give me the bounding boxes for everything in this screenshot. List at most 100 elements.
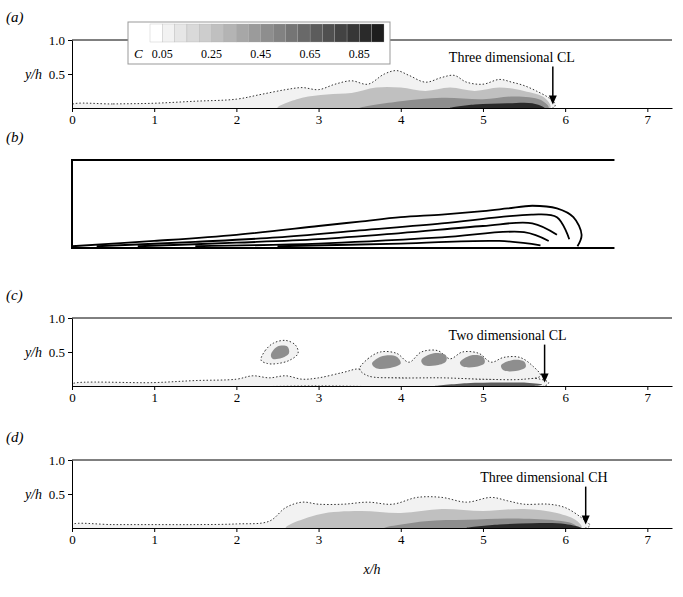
panel: (d) 0 1 2 3 4 5 6 7 0.5 1.0 y/h x/h Three dimensional… (6, 429, 673, 577)
panel-label: (b) (6, 129, 24, 146)
colorbar-cell (335, 24, 347, 42)
colorbar-cell (224, 24, 236, 42)
x-tick-label: 1 (151, 390, 158, 405)
frame-top (72, 318, 672, 319)
x-tick-label: 5 (480, 532, 487, 547)
x-tick-label: 7 (645, 112, 652, 127)
x-tick: 6 (562, 528, 569, 547)
x-tick-label: 3 (316, 112, 323, 127)
colorbar-tick-label: 0.25 (201, 47, 222, 61)
x-tick-label: 3 (316, 532, 323, 547)
x-tick: 1 (151, 386, 158, 405)
colorbar-tick-label: 0.05 (152, 47, 173, 61)
annotation-arrow (585, 487, 587, 518)
annotation-arrow (544, 345, 546, 376)
plot-area (72, 71, 555, 108)
x-tick: 2 (234, 386, 241, 405)
frame (72, 160, 614, 248)
y-tick-mark (68, 352, 72, 353)
y-tick-mark (68, 74, 72, 75)
x-tick: 4 (398, 108, 405, 127)
y-tick-label: 0.5 (49, 487, 65, 502)
plot-area (72, 340, 549, 386)
colorbar-cell (347, 24, 359, 42)
concentration-contour (261, 340, 298, 364)
colorbar-tick-label: 0.85 (349, 47, 370, 61)
concentration-contour (372, 355, 401, 369)
y-tick-label: 1.0 (49, 33, 65, 48)
concentration-contour (421, 353, 447, 366)
x-tick-label: 1 (151, 532, 158, 547)
x-tick: 0 (69, 108, 76, 127)
x-tick-label: 3 (316, 390, 323, 405)
colorbar-cell (372, 24, 384, 42)
colorbar-cell (285, 24, 297, 42)
x-tick-label: 5 (480, 112, 487, 127)
x-tick: 7 (645, 108, 652, 127)
concentration-contour (271, 346, 289, 360)
x-tick: 4 (398, 528, 405, 547)
x-tick-label: 0 (69, 112, 76, 127)
annotation-arrowhead (582, 516, 590, 525)
concentration-contour (72, 71, 555, 108)
colorbar-cell (261, 24, 273, 42)
x-tick-label: 6 (562, 112, 569, 127)
y-tick: 1.0 (49, 33, 72, 48)
panel-label: (c) (6, 287, 23, 304)
annotation-arrow (552, 67, 554, 98)
concentration-contour (360, 350, 541, 380)
y-tick: 1.0 (49, 311, 72, 326)
x-tick: 0 (69, 528, 76, 547)
y-axis: 0.5 1.0 (49, 453, 73, 529)
concentration-contour (501, 360, 526, 372)
panel-label: (d) (6, 429, 24, 446)
y-tick-mark (68, 40, 72, 41)
annotation: Three dimensional CL (449, 50, 575, 65)
plot-area (72, 497, 590, 528)
y-axis-title: y/h (23, 345, 42, 360)
annotation-arrowhead (541, 374, 549, 383)
x-tick: 7 (645, 528, 652, 547)
x-tick-label: 6 (562, 532, 569, 547)
contour-line (138, 223, 557, 247)
x-tick-label: 6 (562, 390, 569, 405)
y-tick-label: 1.0 (49, 311, 65, 326)
concentration-contour (277, 87, 550, 108)
x-tick-label: 0 (69, 390, 76, 405)
x-axis-title: x/h (362, 562, 380, 577)
y-axis-title: y/h (23, 487, 42, 502)
contour-line (277, 241, 540, 247)
x-axis: 01234567 (69, 386, 672, 405)
x-axis-line (73, 108, 673, 109)
colorbar-box (128, 22, 390, 64)
concentration-contour (72, 497, 590, 528)
annotation: Three dimensional CH (480, 470, 608, 485)
colorbar-cell (199, 24, 211, 42)
colorbar-cell (298, 24, 310, 42)
panel: (a)012345670.51.0y/hThree dimensional CL… (6, 9, 673, 127)
contour-line (72, 206, 582, 246)
x-tick-label: 1 (151, 112, 158, 127)
x-tick-label: 2 (234, 532, 241, 547)
colorbar: 0.050.250.450.650.85C (128, 22, 390, 64)
y-tick-label: 1.0 (49, 453, 65, 468)
colorbar-cell (322, 24, 334, 42)
x-tick-label: 4 (398, 532, 405, 547)
panel-label: (a) (6, 9, 24, 26)
x-tick: 4 (398, 386, 405, 405)
x-tick-label: 2 (234, 390, 241, 405)
annotation-arrowhead (549, 96, 557, 105)
colorbar-cell (236, 24, 248, 42)
colorbar-title: C (134, 46, 143, 61)
y-tick-mark (68, 460, 72, 461)
x-tick: 1 (151, 108, 158, 127)
colorbar-cell (162, 24, 174, 42)
x-tick-label: 4 (398, 112, 405, 127)
panel: (b) (6, 129, 614, 248)
y-tick: 1.0 (49, 453, 72, 468)
concentration-contour (434, 382, 542, 386)
y-tick: 0.5 (49, 345, 72, 360)
x-tick-label: 2 (234, 112, 241, 127)
x-axis-line (73, 386, 673, 387)
y-tick: 0.5 (49, 487, 72, 502)
